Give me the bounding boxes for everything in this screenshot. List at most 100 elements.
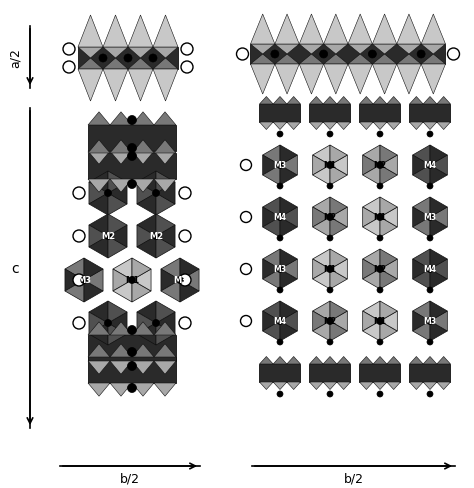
Polygon shape	[84, 269, 103, 291]
Polygon shape	[156, 194, 175, 216]
Circle shape	[277, 391, 283, 397]
Polygon shape	[380, 260, 397, 280]
Polygon shape	[373, 55, 397, 65]
Polygon shape	[78, 59, 103, 70]
Circle shape	[447, 49, 459, 61]
Polygon shape	[430, 218, 447, 238]
Polygon shape	[324, 15, 348, 45]
Polygon shape	[363, 218, 380, 238]
Polygon shape	[88, 126, 176, 152]
Polygon shape	[156, 215, 175, 237]
Polygon shape	[88, 383, 110, 396]
Polygon shape	[263, 218, 280, 238]
Polygon shape	[154, 180, 176, 193]
Polygon shape	[65, 269, 84, 291]
Polygon shape	[330, 302, 347, 321]
Polygon shape	[287, 382, 301, 390]
Circle shape	[149, 55, 157, 63]
Polygon shape	[280, 207, 297, 227]
Text: M1: M1	[374, 213, 386, 222]
Polygon shape	[161, 259, 180, 281]
Polygon shape	[280, 156, 297, 176]
Circle shape	[73, 230, 85, 243]
Polygon shape	[263, 165, 280, 185]
Polygon shape	[359, 357, 373, 364]
Polygon shape	[410, 97, 423, 105]
Polygon shape	[132, 269, 151, 291]
Polygon shape	[108, 183, 127, 204]
Circle shape	[377, 287, 383, 293]
Polygon shape	[299, 45, 324, 55]
Text: M2: M2	[149, 232, 163, 241]
Polygon shape	[263, 311, 280, 331]
Polygon shape	[103, 16, 128, 48]
Polygon shape	[359, 123, 373, 130]
Polygon shape	[89, 183, 108, 204]
Polygon shape	[324, 55, 348, 65]
Polygon shape	[137, 302, 156, 324]
Circle shape	[128, 348, 137, 357]
Polygon shape	[153, 48, 178, 59]
Polygon shape	[137, 312, 156, 334]
Polygon shape	[156, 302, 175, 324]
Circle shape	[277, 339, 283, 346]
Circle shape	[128, 144, 137, 153]
Circle shape	[153, 233, 159, 240]
Polygon shape	[263, 269, 280, 289]
Polygon shape	[280, 321, 297, 341]
Polygon shape	[313, 207, 330, 227]
Circle shape	[427, 214, 434, 221]
Polygon shape	[113, 269, 132, 291]
Polygon shape	[410, 357, 423, 364]
Polygon shape	[153, 59, 178, 70]
Polygon shape	[88, 322, 110, 335]
Circle shape	[63, 44, 75, 56]
Circle shape	[277, 183, 283, 190]
Text: b/2: b/2	[120, 471, 140, 485]
Polygon shape	[110, 180, 132, 193]
Circle shape	[427, 287, 433, 293]
Text: M4: M4	[273, 317, 286, 326]
Polygon shape	[263, 321, 280, 341]
Polygon shape	[310, 123, 323, 130]
Circle shape	[179, 230, 191, 243]
Polygon shape	[337, 357, 350, 364]
Circle shape	[73, 187, 85, 200]
Polygon shape	[250, 45, 275, 55]
Text: M4: M4	[273, 213, 286, 222]
Polygon shape	[259, 105, 301, 123]
Polygon shape	[88, 141, 110, 154]
Polygon shape	[154, 113, 176, 126]
Polygon shape	[78, 70, 103, 102]
Polygon shape	[108, 194, 127, 216]
Polygon shape	[373, 97, 387, 105]
Polygon shape	[275, 45, 299, 55]
Polygon shape	[180, 281, 199, 303]
Polygon shape	[413, 260, 430, 280]
Polygon shape	[430, 165, 447, 185]
Text: M2: M2	[374, 161, 386, 170]
Polygon shape	[84, 259, 103, 281]
Circle shape	[240, 264, 252, 275]
Polygon shape	[348, 45, 373, 55]
Polygon shape	[313, 260, 330, 280]
Polygon shape	[156, 324, 175, 346]
Circle shape	[427, 236, 433, 242]
Polygon shape	[89, 312, 108, 334]
Polygon shape	[380, 165, 397, 185]
Polygon shape	[65, 281, 84, 303]
Circle shape	[128, 362, 137, 371]
Polygon shape	[89, 324, 108, 346]
Polygon shape	[273, 123, 287, 130]
Polygon shape	[373, 382, 387, 390]
Circle shape	[327, 391, 333, 397]
Polygon shape	[313, 156, 330, 176]
Polygon shape	[108, 302, 127, 324]
Polygon shape	[154, 383, 176, 396]
Circle shape	[376, 162, 383, 169]
Polygon shape	[310, 382, 323, 390]
Circle shape	[427, 162, 434, 169]
Polygon shape	[250, 65, 275, 95]
Circle shape	[427, 318, 434, 325]
Text: M3: M3	[423, 213, 437, 222]
